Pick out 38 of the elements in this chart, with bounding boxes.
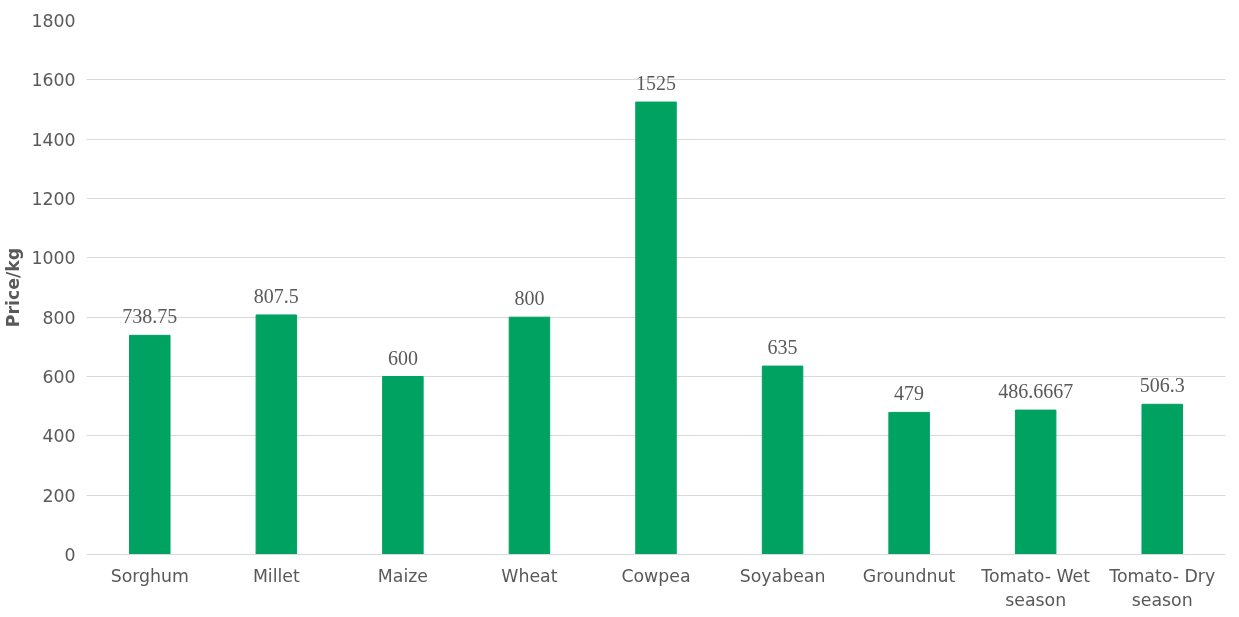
- x-tick-label: Maize: [377, 565, 428, 586]
- data-label: 479: [894, 382, 925, 405]
- y-axis-title: Price/kg: [3, 247, 24, 328]
- data-label: 635: [767, 336, 798, 359]
- x-tick-label: Wheat: [501, 565, 558, 586]
- bar: [888, 411, 930, 555]
- bar: [761, 365, 804, 555]
- y-tick-label: 1200: [31, 189, 76, 209]
- data-label: 506.3: [1139, 374, 1185, 397]
- y-tick-label: 0: [64, 545, 76, 565]
- x-tick-label: Cowpea: [621, 565, 691, 586]
- x-tick-label: Tomato- Dry season: [1108, 565, 1216, 610]
- data-label: 800: [514, 287, 545, 310]
- data-label: 1525: [636, 72, 676, 95]
- x-tick-label: Millet: [252, 565, 300, 586]
- x-tick-label: Groundnut: [862, 565, 956, 586]
- y-tick-label: 200: [42, 485, 76, 506]
- y-tick-label: 800: [42, 307, 76, 328]
- data-label: 807.5: [253, 284, 299, 307]
- bar: [255, 314, 298, 555]
- x-tick-label: Sorghum: [110, 565, 189, 586]
- y-tick-label: 1000: [31, 248, 76, 269]
- y-tick-label: 1400: [31, 129, 76, 150]
- x-tick-label: Soyabean: [739, 565, 826, 586]
- y-tick-label: 600: [42, 367, 76, 387]
- bar: [1014, 409, 1057, 555]
- data-label: 738.75: [122, 305, 178, 328]
- y-tick-label: 1800: [31, 11, 76, 31]
- bar: [1141, 403, 1183, 555]
- y-tick-label: 400: [42, 426, 76, 447]
- data-label: 486.6667: [998, 380, 1074, 403]
- bar: [635, 101, 677, 555]
- data-label: 600: [387, 346, 418, 369]
- bar: [508, 316, 551, 555]
- x-tick-label: Tomato- Wet season: [980, 565, 1091, 610]
- bar: [382, 376, 424, 555]
- bar: [129, 334, 171, 555]
- y-tick-label: 1600: [31, 70, 76, 91]
